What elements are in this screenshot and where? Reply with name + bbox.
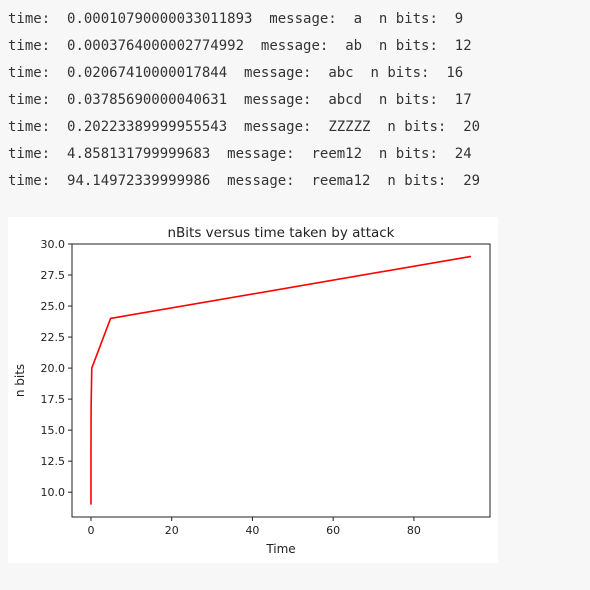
output-message-key: message: [252, 11, 354, 27]
output-message-value: abc [328, 65, 354, 81]
output-time-key: time: [8, 173, 68, 189]
series-line [90, 255, 472, 505]
output-message-value: a [353, 11, 363, 27]
output-bits-value: 17 [454, 92, 472, 108]
y-tick-label: 30.0 [41, 238, 66, 251]
output-bits-key: n bits: [362, 92, 455, 108]
output-message-value: reema12 [311, 173, 371, 189]
output-message-key: message: [244, 38, 346, 54]
x-axis-label: Time [265, 542, 295, 556]
output-time-value: 0.03785690000040631 [67, 92, 228, 108]
output-time-value: 4.858131799999683 [67, 146, 211, 162]
output-time-key: time: [8, 11, 68, 27]
plot-frame [71, 243, 491, 518]
output-time-key: time: [8, 146, 68, 162]
output-message-value: ab [345, 38, 363, 54]
x-tick-label: 20 [165, 524, 179, 537]
output-time-key: time: [8, 38, 68, 54]
y-tick-label: 27.5 [41, 269, 66, 282]
output-text: time: 0.00010790000033011893 message: a … [8, 6, 480, 195]
y-tick-label: 20.0 [41, 362, 66, 375]
output-bits-key: n bits: [353, 65, 447, 81]
x-tick-label: 80 [407, 524, 421, 537]
output-message-key: message: [210, 173, 312, 189]
output-time-key: time: [8, 92, 68, 108]
output-bits-key: n bits: [370, 173, 464, 189]
output-bits-value: 24 [454, 146, 472, 162]
output-message-key: message: [227, 65, 329, 81]
chart-title: nBits versus time taken by attack [167, 225, 394, 241]
x-tick-label: 0 [87, 524, 94, 537]
output-time-value: 0.0003764000002774992 [67, 38, 245, 54]
chart-panel: nBits versus time taken by attack 0 20 40 60… [8, 217, 498, 563]
output-line: time: 0.20223389999955543 message: ZZZZZ… [8, 114, 480, 141]
output-line: time: 0.03785690000040631 message: abcd … [8, 87, 480, 114]
output-time-value: 0.00010790000033011893 [67, 11, 253, 27]
output-bits-value: 29 [463, 173, 481, 189]
y-tick-label: 25.0 [41, 300, 66, 313]
output-message-value: abcd [328, 92, 363, 108]
output-time-value: 0.02067410000017844 [67, 65, 228, 81]
output-line: time: 0.0003764000002774992 message: ab … [8, 33, 480, 60]
output-message-value: reem12 [311, 146, 363, 162]
y-tick-label: 15.0 [41, 424, 66, 437]
output-bits-value: 9 [454, 11, 464, 27]
output-message-key: message: [210, 146, 312, 162]
output-line: time: 0.02067410000017844 message: abc n… [8, 60, 480, 87]
output-message-value: ZZZZZ [328, 119, 371, 135]
y-tick-label: 17.5 [41, 393, 66, 406]
x-tick-label: 40 [245, 524, 259, 537]
output-bits-key: n bits: [362, 11, 455, 27]
output-message-key: message: [227, 92, 329, 108]
output-bits-value: 12 [454, 38, 472, 54]
output-message-key: message: [227, 119, 329, 135]
output-bits-key: n bits: [370, 119, 464, 135]
output-time-value: 94.14972339999986 [67, 173, 211, 189]
y-tick-label: 12.5 [41, 455, 66, 468]
output-time-value: 0.20223389999955543 [67, 119, 228, 135]
y-tick-label: 10.0 [41, 486, 66, 499]
y-axis-label: n bits [13, 364, 27, 397]
output-bits-value: 20 [463, 119, 481, 135]
output-bits-key: n bits: [362, 146, 455, 162]
output-line: time: 94.14972339999986 message: reema12… [8, 168, 480, 195]
output-bits-key: n bits: [362, 38, 455, 54]
output-bits-value: 16 [446, 65, 464, 81]
x-tick-label: 60 [326, 524, 340, 537]
output-time-key: time: [8, 65, 68, 81]
output-line: time: 4.858131799999683 message: reem12 … [8, 141, 480, 168]
chart: nBits versus time taken by attack 0 20 40 60… [13, 225, 491, 556]
output-time-key: time: [8, 119, 68, 135]
y-tick-label: 22.5 [41, 331, 66, 344]
output-line: time: 0.00010790000033011893 message: a … [8, 6, 480, 33]
